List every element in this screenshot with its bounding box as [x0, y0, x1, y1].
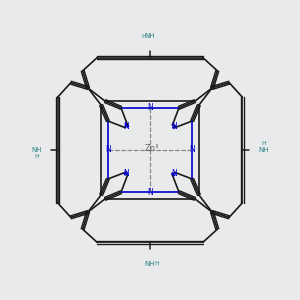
Text: H: H	[141, 34, 146, 39]
Text: N: N	[147, 103, 153, 112]
Text: N: N	[105, 146, 111, 154]
Text: N: N	[123, 169, 129, 178]
Text: H: H	[154, 261, 159, 266]
Text: N: N	[123, 122, 129, 131]
Text: II: II	[155, 144, 158, 149]
Text: NH: NH	[31, 147, 42, 153]
Text: H: H	[34, 154, 39, 159]
Text: N: N	[171, 122, 177, 131]
Text: NH: NH	[258, 147, 269, 153]
Text: H: H	[261, 141, 266, 146]
Text: N: N	[147, 188, 153, 197]
Text: Zn: Zn	[144, 144, 156, 153]
Text: N: N	[171, 169, 177, 178]
Text: NH: NH	[145, 260, 155, 266]
Text: NH: NH	[145, 34, 155, 40]
Text: N: N	[189, 146, 195, 154]
